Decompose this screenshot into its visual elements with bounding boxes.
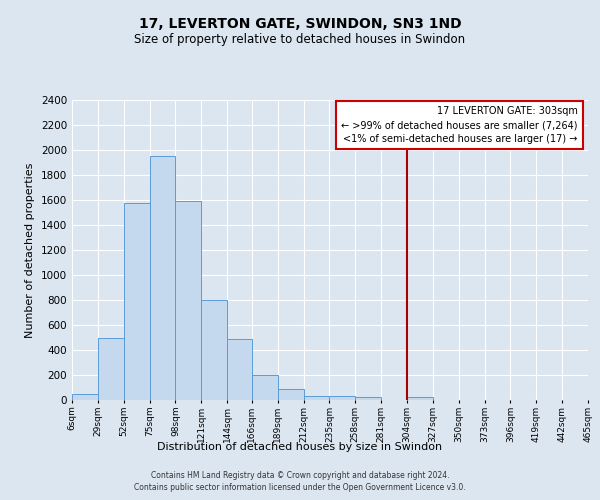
Bar	[304, 396, 329, 400]
Y-axis label: Number of detached properties: Number of detached properties	[25, 162, 35, 338]
Text: Distribution of detached houses by size in Swindon: Distribution of detached houses by size …	[157, 442, 443, 452]
Bar	[124, 202, 149, 400]
Text: Contains public sector information licensed under the Open Government Licence v3: Contains public sector information licen…	[134, 484, 466, 492]
Bar	[278, 389, 304, 400]
Bar	[201, 300, 227, 400]
Bar	[329, 396, 355, 400]
Bar	[227, 339, 252, 400]
Bar	[252, 375, 278, 400]
Bar	[98, 338, 124, 400]
Text: 17, LEVERTON GATE, SWINDON, SN3 1ND: 17, LEVERTON GATE, SWINDON, SN3 1ND	[139, 18, 461, 32]
Bar	[407, 397, 433, 400]
Bar	[175, 201, 201, 400]
Bar	[149, 156, 175, 400]
Bar	[72, 394, 98, 400]
Text: Size of property relative to detached houses in Swindon: Size of property relative to detached ho…	[134, 32, 466, 46]
Bar	[355, 397, 381, 400]
Text: Contains HM Land Registry data © Crown copyright and database right 2024.: Contains HM Land Registry data © Crown c…	[151, 471, 449, 480]
Text: 17 LEVERTON GATE: 303sqm
← >99% of detached houses are smaller (7,264)
<1% of se: 17 LEVERTON GATE: 303sqm ← >99% of detac…	[341, 106, 578, 144]
